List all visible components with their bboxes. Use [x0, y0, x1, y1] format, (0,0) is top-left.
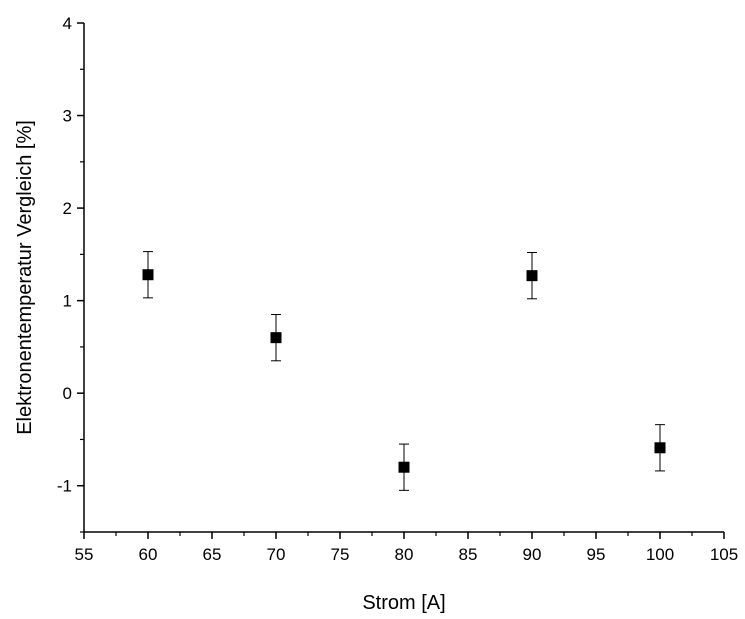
y-tick-label: 1 [63, 292, 72, 311]
x-tick-label: 85 [459, 545, 478, 564]
data-point-square [654, 442, 666, 454]
data-point-square [526, 270, 538, 282]
x-tick-label: 100 [646, 545, 674, 564]
x-tick-label: 95 [587, 545, 606, 564]
y-tick-label: -1 [57, 477, 72, 496]
x-tick-label: 55 [75, 545, 94, 564]
data-point-square [270, 332, 282, 344]
y-tick-label: 0 [63, 384, 72, 403]
x-tick-label: 65 [203, 545, 222, 564]
x-tick-label: 90 [523, 545, 542, 564]
data-points [142, 269, 666, 473]
x-tick-label: 105 [710, 545, 738, 564]
y-axis-title: Elektronentemperatur Vergleich [%] [14, 120, 36, 435]
data-point-square [142, 269, 154, 281]
error-bars [143, 251, 665, 491]
x-tick-label: 80 [395, 545, 414, 564]
y-tick-label: 3 [63, 107, 72, 126]
x-tick-label: 60 [139, 545, 158, 564]
data-point-square [398, 461, 410, 473]
x-axis-ticks: 55 60 65 70 75 80 85 90 95 100 105 [75, 532, 738, 564]
y-tick-label: 4 [63, 14, 72, 33]
x-tick-label: 75 [331, 545, 350, 564]
x-tick-label: 70 [267, 545, 286, 564]
y-tick-label: 2 [63, 199, 72, 218]
y-axis-ticks: -1 0 1 2 3 4 [57, 14, 84, 533]
x-axis-title: Strom [A] [362, 592, 445, 614]
